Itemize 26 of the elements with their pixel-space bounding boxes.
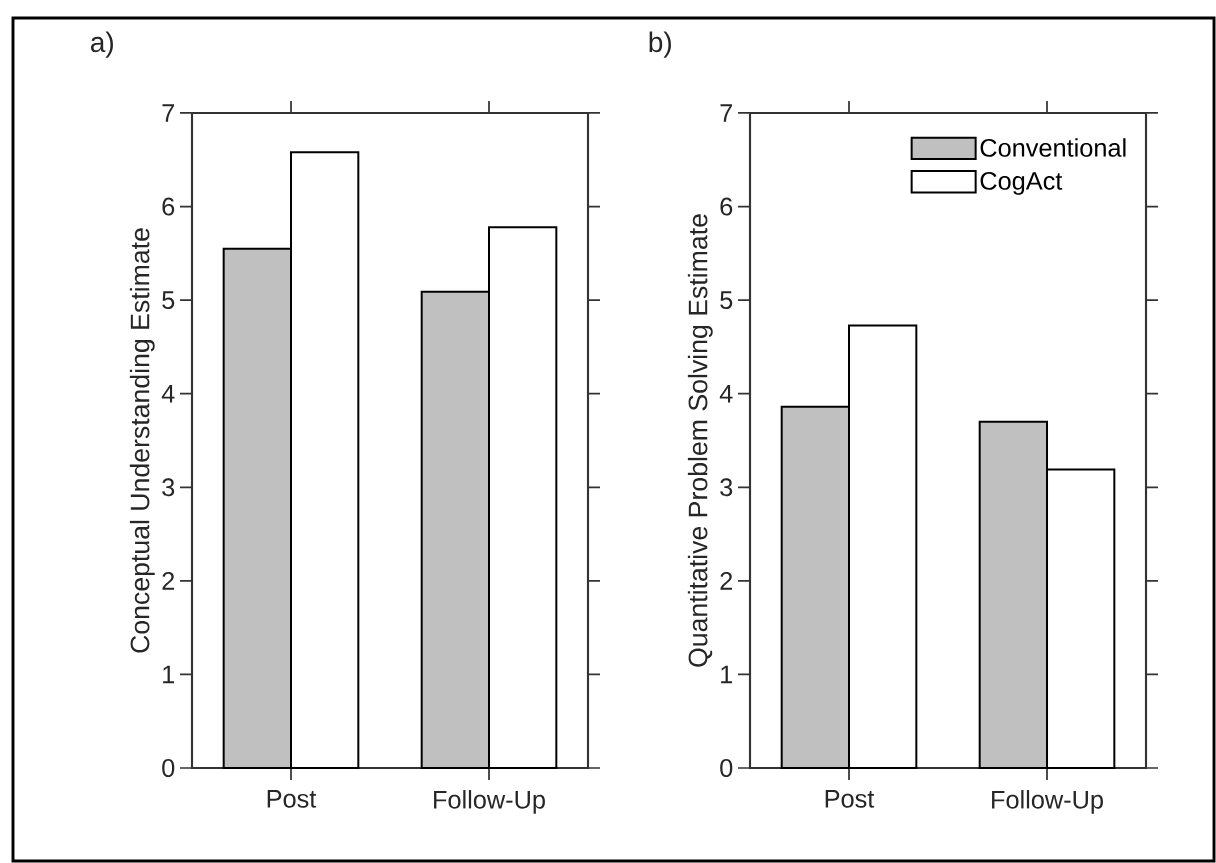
y-tick-label: 1 — [721, 665, 733, 684]
y-tick-label: 3 — [162, 478, 175, 497]
y-tick-label: 5 — [162, 291, 175, 309]
y-tick-label: 4 — [161, 385, 175, 403]
y-tick-label: 4 — [719, 385, 733, 403]
y-tick-label: 7 — [162, 104, 175, 122]
y-tick-label: 7 — [720, 104, 733, 122]
y-tick-label: 1 — [163, 665, 175, 684]
legend-label: Conventional — [980, 138, 1126, 157]
y-tick-label: 2 — [162, 572, 175, 590]
y-axis-title: Quantitative Problem Solving Estimate — [687, 214, 713, 667]
x-tick-label: Follow-Up — [992, 790, 1103, 814]
y-tick-label: 0 — [162, 759, 175, 777]
x-tick-label: Follow-Up — [434, 790, 545, 814]
x-tick-label: Post — [267, 790, 317, 808]
y-tick-label: 0 — [720, 759, 733, 777]
y-axis-title: Conceptual Understanding Estimate — [129, 228, 155, 653]
y-tick-label: 3 — [720, 478, 733, 497]
y-tick-label: 5 — [720, 291, 733, 309]
x-tick-label: Post — [825, 790, 875, 808]
y-tick-label: 2 — [720, 572, 733, 590]
chart-title: a) — [90, 31, 113, 58]
legend-label: CogAct — [980, 171, 1063, 195]
chart-title: b) — [649, 31, 671, 58]
y-tick-label: 6 — [720, 197, 733, 216]
y-tick-label: 6 — [162, 197, 175, 216]
